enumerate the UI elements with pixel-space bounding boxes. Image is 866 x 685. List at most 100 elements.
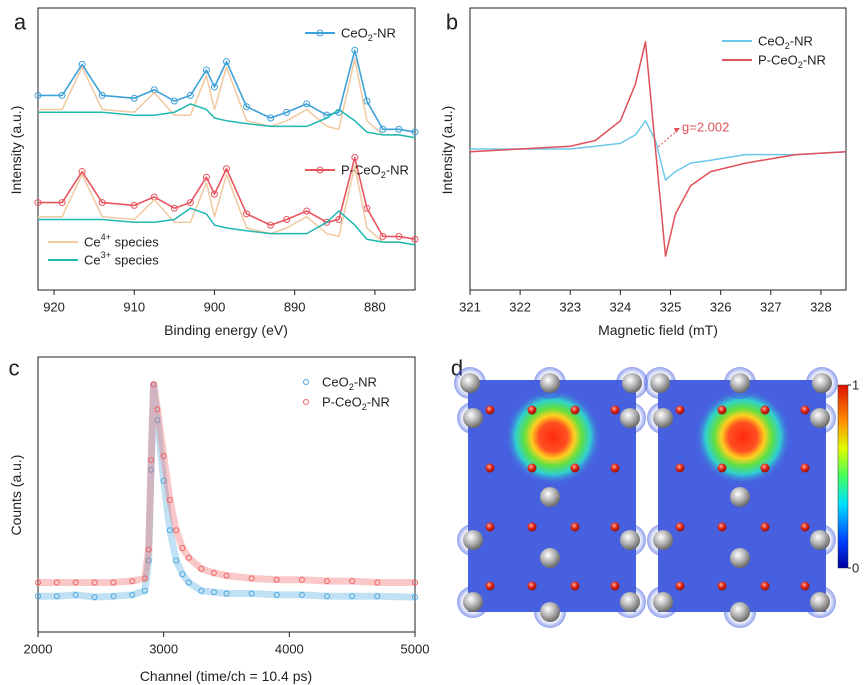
data-point	[374, 593, 381, 600]
data-point	[141, 587, 148, 594]
x-tick-label: 323	[559, 300, 581, 315]
data-point	[243, 210, 251, 218]
ce-atom	[810, 530, 830, 550]
ce-atom	[653, 408, 673, 428]
data-point	[363, 204, 371, 212]
x-tick-label: 322	[509, 300, 531, 315]
data-point	[173, 527, 180, 534]
o-atom	[610, 581, 620, 591]
charge-density	[695, 389, 791, 485]
x-tick-label: 3000	[149, 642, 178, 657]
o-atom	[717, 405, 727, 415]
data-point	[223, 165, 230, 173]
data-point	[363, 97, 371, 105]
data-point	[141, 575, 148, 582]
data-point	[160, 477, 167, 484]
x-tick-label: 900	[204, 300, 226, 315]
scatter-band	[38, 381, 416, 601]
series-line	[38, 156, 416, 240]
data-point	[324, 578, 331, 585]
data-point	[335, 216, 343, 223]
data-point	[303, 207, 311, 215]
data-point	[179, 571, 186, 578]
data-point	[58, 91, 66, 99]
o-atom	[527, 405, 537, 415]
ce-atom	[540, 602, 560, 622]
data-point	[267, 114, 275, 122]
panel-label: b	[446, 10, 458, 35]
ce-atom	[463, 530, 483, 550]
data-point	[129, 591, 136, 598]
plot-frame	[37, 7, 416, 291]
ce-atom	[730, 487, 750, 507]
ce-atom	[622, 373, 642, 393]
o-atom	[570, 405, 580, 415]
data-point	[166, 527, 173, 534]
o-atom	[800, 463, 810, 473]
data-point	[323, 218, 331, 226]
o-atom	[717, 463, 727, 473]
o-atom	[717, 581, 727, 591]
data-point	[198, 587, 205, 594]
x-axis-title: Channel (time/ch = 10.4 ps)	[140, 668, 312, 684]
colorbar	[837, 384, 849, 569]
annotation-arrow	[657, 129, 679, 148]
data-point	[283, 216, 291, 223]
data-point	[34, 199, 42, 207]
data-point	[91, 579, 98, 586]
data-point	[273, 591, 280, 598]
data-point	[53, 593, 60, 600]
o-atom	[760, 405, 770, 415]
o-atom	[717, 522, 727, 532]
x-axis-title: Magnetic field (mT)	[598, 322, 718, 338]
data-point	[223, 572, 230, 579]
data-point	[210, 190, 218, 198]
data-point	[185, 554, 192, 561]
data-point	[298, 576, 305, 583]
x-tick-label: 325	[660, 300, 682, 315]
x-tick-label: 920	[43, 300, 65, 315]
data-point	[110, 593, 117, 600]
series-line	[469, 41, 847, 257]
data-point	[110, 579, 117, 586]
data-point	[202, 66, 210, 74]
colorbar-tick-label: 1	[852, 378, 859, 393]
data-point	[243, 103, 251, 111]
data-point	[150, 381, 157, 388]
ce-atom	[540, 373, 560, 393]
data-point	[72, 579, 79, 586]
series-line	[470, 120, 847, 181]
legend-label: P-CeO2-NR	[758, 53, 826, 71]
ce-atom	[620, 408, 640, 428]
annotation: g=2.002	[682, 120, 729, 135]
data-point	[145, 546, 152, 553]
data-point	[154, 417, 161, 424]
panel-label: c	[9, 356, 20, 381]
data-point	[160, 453, 167, 459]
data-point	[170, 97, 178, 105]
x-tick-label: 4000	[275, 642, 304, 657]
data-point	[98, 199, 106, 207]
data-point	[166, 497, 173, 503]
data-point	[186, 91, 194, 99]
data-point	[267, 221, 275, 229]
series-line	[38, 49, 416, 133]
ce-atom	[463, 592, 483, 612]
ce-atom	[650, 373, 670, 393]
data-point	[374, 579, 381, 586]
legend-label: P-CeO2-NR	[322, 395, 390, 413]
ce-atom	[620, 530, 640, 550]
x-tick-label: 327	[760, 300, 782, 315]
o-atom	[485, 522, 495, 532]
series-line	[38, 58, 416, 246]
data-point	[202, 173, 210, 181]
y-axis-title: Counts (a.u.)	[8, 455, 24, 536]
ce-atom	[463, 408, 483, 428]
x-tick-label: 328	[810, 300, 832, 315]
x-tick-label: 880	[364, 300, 386, 315]
o-atom	[675, 463, 685, 473]
o-atom	[485, 581, 495, 591]
o-atom	[610, 405, 620, 415]
data-point	[154, 406, 161, 413]
